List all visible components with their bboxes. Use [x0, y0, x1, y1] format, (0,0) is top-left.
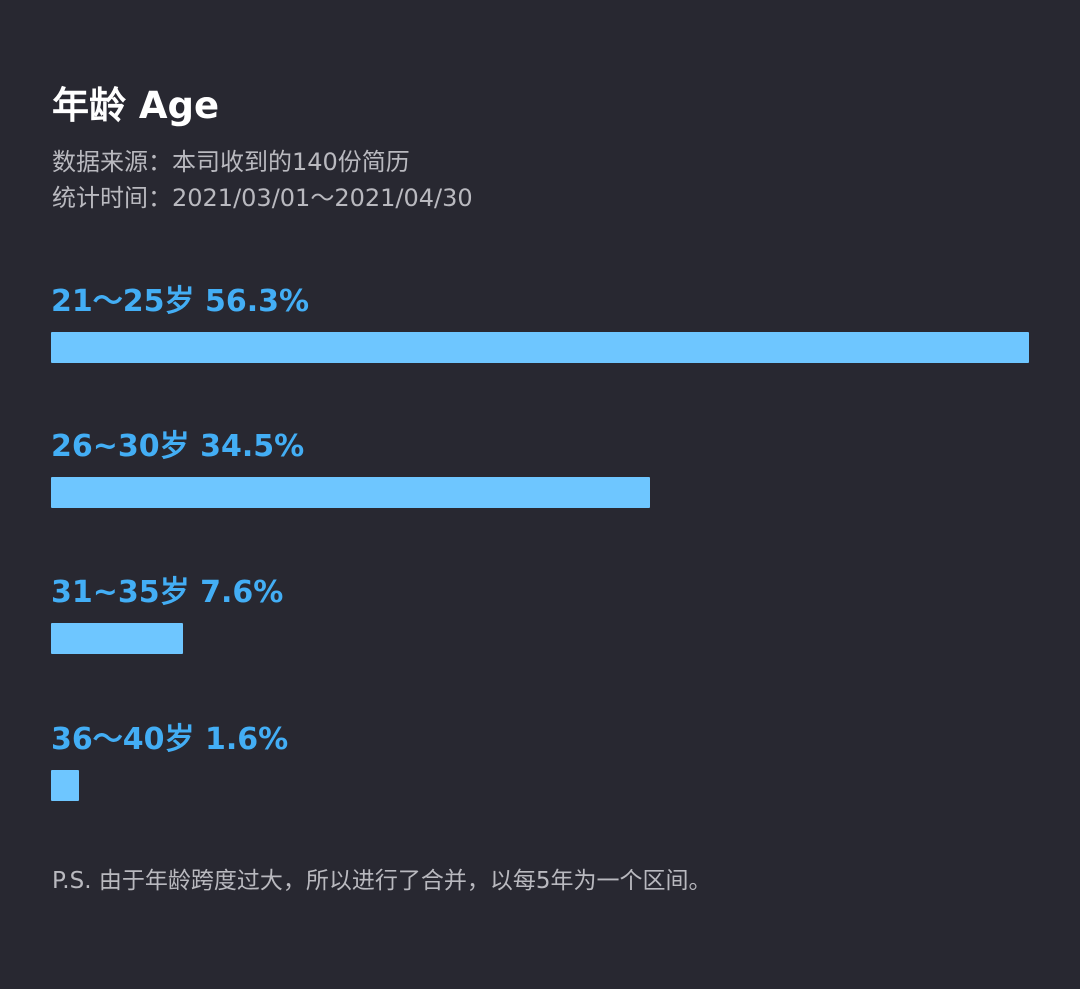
bar-row-31-35: 31~35岁 7.6%: [51, 573, 1029, 663]
bar-row-26-30: 26~30岁 34.5%: [51, 427, 1029, 517]
bar-26-30: [51, 477, 650, 508]
footnote: P.S. 由于年龄跨度过大，所以进行了合并，以每5年为一个区间。: [52, 868, 712, 894]
page-title: 年龄 Age: [52, 84, 220, 127]
bar-label-21-25: 21～25岁 56.3%: [51, 284, 310, 319]
bar-label-36-40: 36～40岁 1.6%: [51, 722, 289, 757]
bar-21-25: [51, 332, 1029, 363]
statistics-period-text: 统计时间：2021/03/01～2021/04/30: [52, 184, 473, 212]
bar-label-31-35: 31~35岁 7.6%: [51, 575, 284, 610]
bar-label-26-30: 26~30岁 34.5%: [51, 429, 305, 464]
bar-row-36-40: 36～40岁 1.6%: [51, 720, 1029, 810]
bar-36-40: [51, 770, 79, 801]
bar-row-21-25: 21～25岁 56.3%: [51, 282, 1029, 372]
bar-31-35: [51, 623, 183, 654]
data-source-text: 数据来源：本司收到的140份简历: [52, 148, 410, 176]
